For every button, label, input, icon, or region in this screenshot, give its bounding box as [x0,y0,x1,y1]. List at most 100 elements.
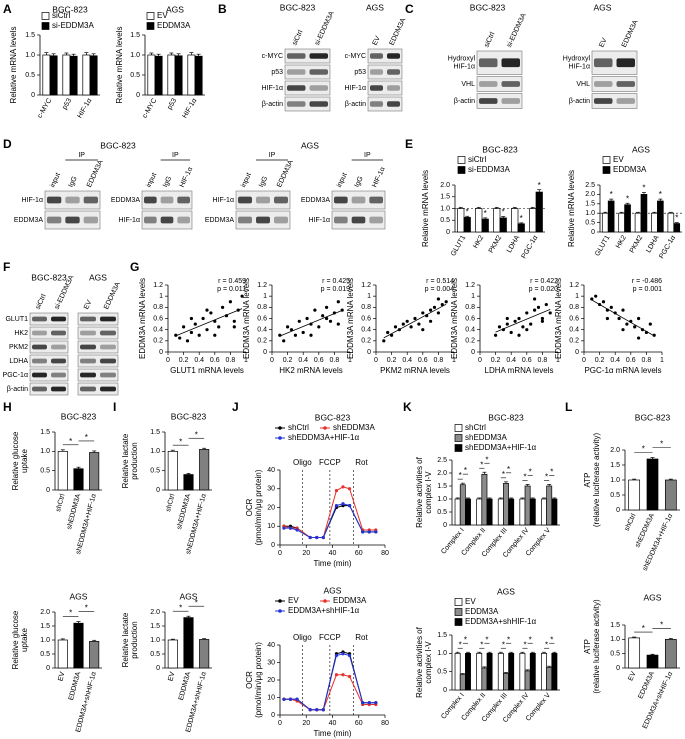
scatter-point [221,305,225,309]
blot-band [160,196,174,204]
y-tick-label: 1.5 [440,194,450,201]
x-tick-label: HIF-1α [181,97,198,119]
y-tick-label: 1 [263,293,267,300]
legend-marker [278,426,282,430]
blot-band [479,98,498,104]
y-axis-label: Relative glucose [11,610,20,669]
legend-label: shEDDM3A+HIF-1α [288,433,359,442]
y-tick-label: 0 [46,487,50,494]
series-marker [315,708,319,712]
legend-label: EDDM3A [613,165,647,174]
y-tick-label: 1.5 [40,623,50,630]
blot-band [32,358,47,364]
legend-swatch [454,608,463,616]
scatter-point [594,294,598,298]
lane-label: IgG [68,175,79,188]
blot-strip [331,190,386,210]
scatter-point [633,325,637,329]
legend-label: EDDM3A+shHIF-1α [288,606,359,615]
x-axis-label: HK2 mRNA levels [279,366,343,375]
lane-label: EDDM3A [621,19,640,49]
blot-title: BGC-823 [31,272,67,282]
y-tick-label: 0.2 [361,338,371,345]
bar [519,652,526,691]
injection-label: Rot [355,633,368,642]
chart-title: BGC-823 [52,4,88,14]
y-axis-label: ATP [583,639,592,654]
blot-band [47,216,62,224]
x-tick-label: 1 [556,357,560,364]
legend-label: shEDDM3A+HIF-1α [465,443,536,452]
x-tick-label: 0.2 [595,357,605,364]
trend-line [175,308,243,337]
x-tick-label: EDDM3A [178,671,192,701]
x-axis-label: Time (min) [314,559,352,568]
x-tick-label: 1 [452,357,456,364]
blot-band [144,196,157,204]
legend-label: EDDM3A [465,607,499,616]
bar [459,674,466,691]
row-label: HIF-1α [212,197,234,204]
y-tick-label: 0.4 [153,327,163,334]
bar [465,498,471,526]
bar [183,617,194,669]
significance: * [464,466,467,475]
legend-label: EV [157,11,168,20]
scatter-point [540,319,545,323]
series-marker [321,535,325,540]
blot-band [387,53,400,59]
scatter-point [590,297,594,301]
scatter-point [336,322,340,326]
legend-swatch [602,166,611,174]
x-tick-label: shCtrl [624,512,638,532]
y-tick-label: 40 [267,642,275,649]
x-tick-label: 0.2 [491,357,501,364]
blot-title: BGC-823 [470,2,506,12]
bar [194,55,203,96]
scatter-point [201,316,205,321]
bar [167,639,178,669]
legend-label: EDDM3A [157,21,191,30]
legend-label: shEDDM3A [333,423,375,432]
y-tick-label: 1.5 [437,632,447,639]
correlation-p: p = 0.020 [529,286,558,293]
panel-letter: A [3,2,12,16]
bar [529,208,537,233]
y-tick-label: 0 [591,229,595,236]
scatter-point [637,336,641,340]
blot-band [32,344,47,350]
y-tick-label: 0.4 [465,327,475,334]
x-tick-label: 0.8 [226,357,236,364]
row-label: HIF-1α [308,217,330,224]
bar [167,450,178,491]
lane-label: EDDM3A [86,159,105,189]
scatter-point [529,322,533,326]
correlation-r: r = 0.422 [530,278,558,285]
injection-label: FCCP [319,633,341,642]
blot-band [370,53,383,59]
y-tick-label: 0.6 [153,315,163,322]
significance: * [502,470,505,479]
series-marker [288,697,293,701]
y-tick-label: 20 [267,504,275,511]
x-tick-label: GLUT1 [594,234,611,257]
lane-label: siCtrl [291,29,304,47]
x-tick-label: 80 [381,550,389,557]
y-tick-label: 0.6 [465,315,475,322]
legend-label: siCtrl [468,155,486,164]
panel-letter: B [218,2,227,16]
y-tick-label: 1.5 [130,32,140,39]
row-label: VHL [576,81,590,88]
ip-label: IP [269,152,276,159]
injection-label: Rot [355,458,368,467]
bar [486,498,493,526]
x-tick-label: c-MYC [37,97,54,119]
blot-band [80,344,96,350]
bar [476,652,483,691]
significance: * [485,455,488,464]
blot-band [387,85,400,91]
y-axis-label: complex I-V [424,471,433,514]
x-tick-label: PKM2 [629,234,645,254]
y-tick-label: 0.5 [40,651,50,658]
y-tick-label: 0.5 [437,669,447,676]
